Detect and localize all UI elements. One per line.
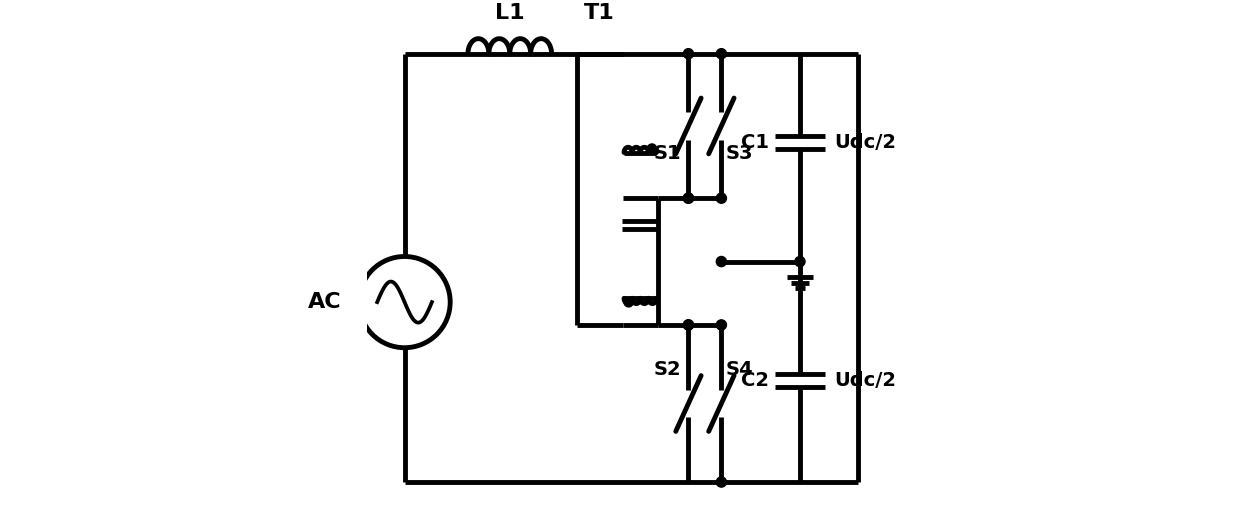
Text: T1: T1	[584, 3, 615, 23]
Circle shape	[683, 193, 693, 203]
Text: AC: AC	[308, 292, 341, 312]
Text: L1: L1	[495, 3, 525, 23]
Text: Udc/2: Udc/2	[835, 133, 897, 152]
Text: S1: S1	[653, 144, 681, 163]
Text: S3: S3	[725, 144, 753, 163]
Text: C1: C1	[740, 133, 769, 152]
Text: S4: S4	[725, 360, 753, 380]
Circle shape	[683, 320, 693, 330]
Circle shape	[717, 477, 727, 487]
Circle shape	[717, 48, 727, 59]
Text: Udc/2: Udc/2	[835, 371, 897, 390]
Text: S2: S2	[653, 360, 681, 380]
Circle shape	[683, 193, 693, 203]
Circle shape	[717, 320, 727, 330]
Circle shape	[717, 256, 727, 267]
Circle shape	[795, 256, 805, 267]
Text: C2: C2	[740, 371, 769, 390]
Circle shape	[717, 193, 727, 203]
Circle shape	[683, 48, 693, 59]
Circle shape	[624, 298, 634, 307]
Circle shape	[647, 144, 656, 153]
Circle shape	[683, 320, 693, 330]
